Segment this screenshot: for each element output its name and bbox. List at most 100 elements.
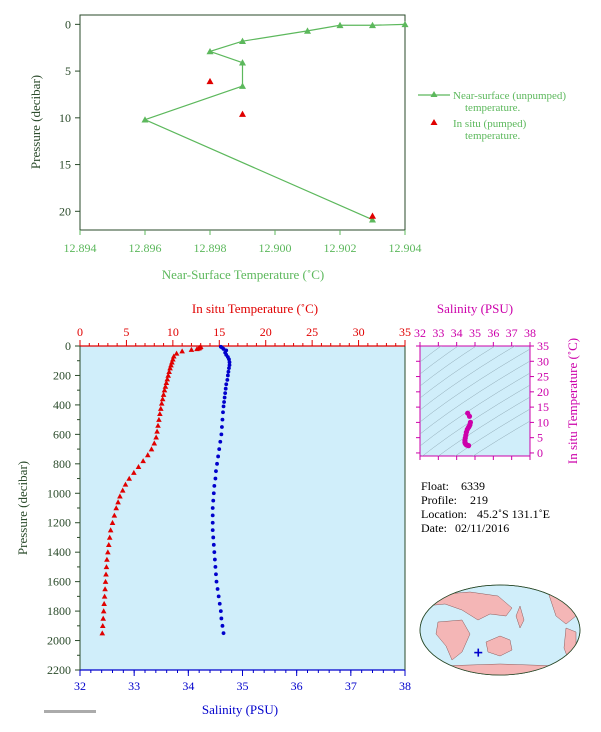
temperature-profile-point <box>126 475 133 481</box>
salinity-profile-point <box>225 377 230 382</box>
salinity-profile-point <box>212 484 217 488</box>
temperature-profile-point <box>135 463 142 470</box>
temperature-profile-point <box>158 400 165 406</box>
salinity-profile-point <box>217 447 222 451</box>
near-surface-plot-frame <box>79 14 406 231</box>
temperature-profile-point <box>148 446 155 452</box>
unpumped-temperature-point <box>336 21 344 29</box>
salinity-tick-label: 38 <box>399 679 411 693</box>
ts-y-tick-label: 30 <box>537 354 549 368</box>
temperature-profile-point <box>157 405 164 411</box>
salinity-profile-point <box>227 363 232 368</box>
near-surface-x-tick-label: 12.900 <box>259 241 292 255</box>
salinity-profile-point <box>214 579 219 584</box>
salinity-profile-point <box>219 432 224 437</box>
footer-mark <box>44 710 96 713</box>
salinity-profile-point <box>224 382 229 387</box>
ts-x-tick-label: 34 <box>451 326 463 340</box>
temperature-x-ticks: 0 5 10 15 20 25 30 35 <box>77 325 411 346</box>
legend-marker-pumped <box>430 119 438 125</box>
ts-x-tick-label: 35 <box>469 326 481 340</box>
temperature-profile-point <box>99 623 106 629</box>
temperature-tick-label: 0 <box>77 325 83 339</box>
location-value: 45.2˚S 131.1˚E <box>477 507 550 521</box>
temperature-profile-point <box>100 608 107 614</box>
temperature-profile-point <box>111 512 118 518</box>
legend-label-pumped: In situ (pumped) temperature. <box>453 118 529 142</box>
temperature-profile-point <box>102 586 108 592</box>
ts-x-tick-label: 36 <box>487 326 499 340</box>
pressure-tick-label: 1400 <box>47 545 71 559</box>
legend-label-unpumped-line2: temperature. <box>465 102 521 114</box>
near-surface-x-ticks: 12.894 12.896 12.898 12.900 12.902 12.904 <box>64 230 422 255</box>
pressure-tick-label: 200 <box>53 368 71 382</box>
ts-y-tick-label: 35 <box>537 339 549 353</box>
salinity-profile-point <box>210 528 215 532</box>
location-line: Location: 45.2˚S 131.1˚E <box>421 507 550 521</box>
near-surface-y-ticks: 0 5 10 15 20 <box>59 17 80 218</box>
date-line: Date: 02/11/2016 <box>421 521 509 535</box>
pressure-tick-label: 1800 <box>47 604 71 618</box>
temperature-profile-point <box>160 391 167 397</box>
salinity-profile-point <box>213 476 218 481</box>
temperature-tick-label: 10 <box>167 325 179 339</box>
ts-y-tick-label: 0 <box>537 446 543 460</box>
salinity-profile-point <box>227 360 232 365</box>
profile-series <box>99 343 232 636</box>
pressure-tick-label: 0 <box>65 339 71 353</box>
ts-y-tick-label: 10 <box>537 415 549 429</box>
salinity-profile-point <box>211 498 216 503</box>
temperature-profile-point <box>99 630 106 636</box>
unpumped-temperature-point <box>304 27 311 34</box>
salinity-profile-point <box>223 386 228 391</box>
salinity-tick-label: 36 <box>291 679 303 693</box>
unpumped-temperature-point <box>239 59 246 66</box>
float-info: Float: 6339 Profile: 219 Location: 45.2˚S 1… <box>421 479 550 535</box>
pressure-tick-label: 600 <box>53 427 71 441</box>
salinity-profile-point <box>220 425 224 429</box>
temperature-profile-point <box>161 387 168 393</box>
pressure-tick-label: 1600 <box>47 575 71 589</box>
near-surface-y-tick-label: 0 <box>65 17 71 31</box>
profile-label: Profile: <box>421 493 457 507</box>
near-surface-y-tick-label: 10 <box>59 111 71 125</box>
unpumped-temperature-point <box>401 20 409 28</box>
salinity-profile-point <box>215 587 220 591</box>
profile-value: 219 <box>470 493 488 507</box>
location-label: Location: <box>421 507 467 521</box>
world-map-icon <box>419 584 581 676</box>
temperature-tick-label: 30 <box>353 325 365 339</box>
ts-y-tick-label: 25 <box>537 370 549 384</box>
temperature-profile-point <box>165 372 172 378</box>
temperature-profile-point <box>113 505 120 511</box>
salinity-profile-point <box>218 439 223 444</box>
ts-y-tick-label: 5 <box>537 431 543 445</box>
legend-marker-unpumped <box>430 91 438 97</box>
salinity-x-ticks: 32 33 34 35 36 37 38 <box>74 670 411 693</box>
near-surface-y-tick-label: 15 <box>59 158 71 172</box>
salinity-profile-point <box>212 550 217 555</box>
salinity-profile-point <box>212 557 217 562</box>
temperature-profile-point <box>154 428 160 434</box>
temperature-profile-point <box>140 458 146 464</box>
date-value: 02/11/2016 <box>455 521 509 535</box>
temperature-profile-point <box>167 365 173 371</box>
salinity-profile-point <box>216 594 221 599</box>
legend-label-unpumped-line1: Near-surface (unpumped) <box>453 90 566 102</box>
temperature-profile-point <box>157 410 163 416</box>
salinity-profile-point <box>226 369 231 374</box>
temperature-profile-point <box>163 380 170 386</box>
salinity-profile-point <box>217 601 222 606</box>
pumped-temperature-point <box>239 110 246 117</box>
salinity-profile-point <box>219 616 224 621</box>
ts-point <box>466 413 473 419</box>
near-surface-x-tick-label: 12.904 <box>389 241 422 255</box>
salinity-profile-point <box>215 461 219 466</box>
profile-plot-background <box>80 346 405 670</box>
temperature-profile-point <box>103 571 109 577</box>
temperature-tick-label: 15 <box>213 325 225 339</box>
salinity-axis-label: Salinity (PSU) <box>202 702 278 717</box>
temperature-profile-point <box>105 549 111 555</box>
